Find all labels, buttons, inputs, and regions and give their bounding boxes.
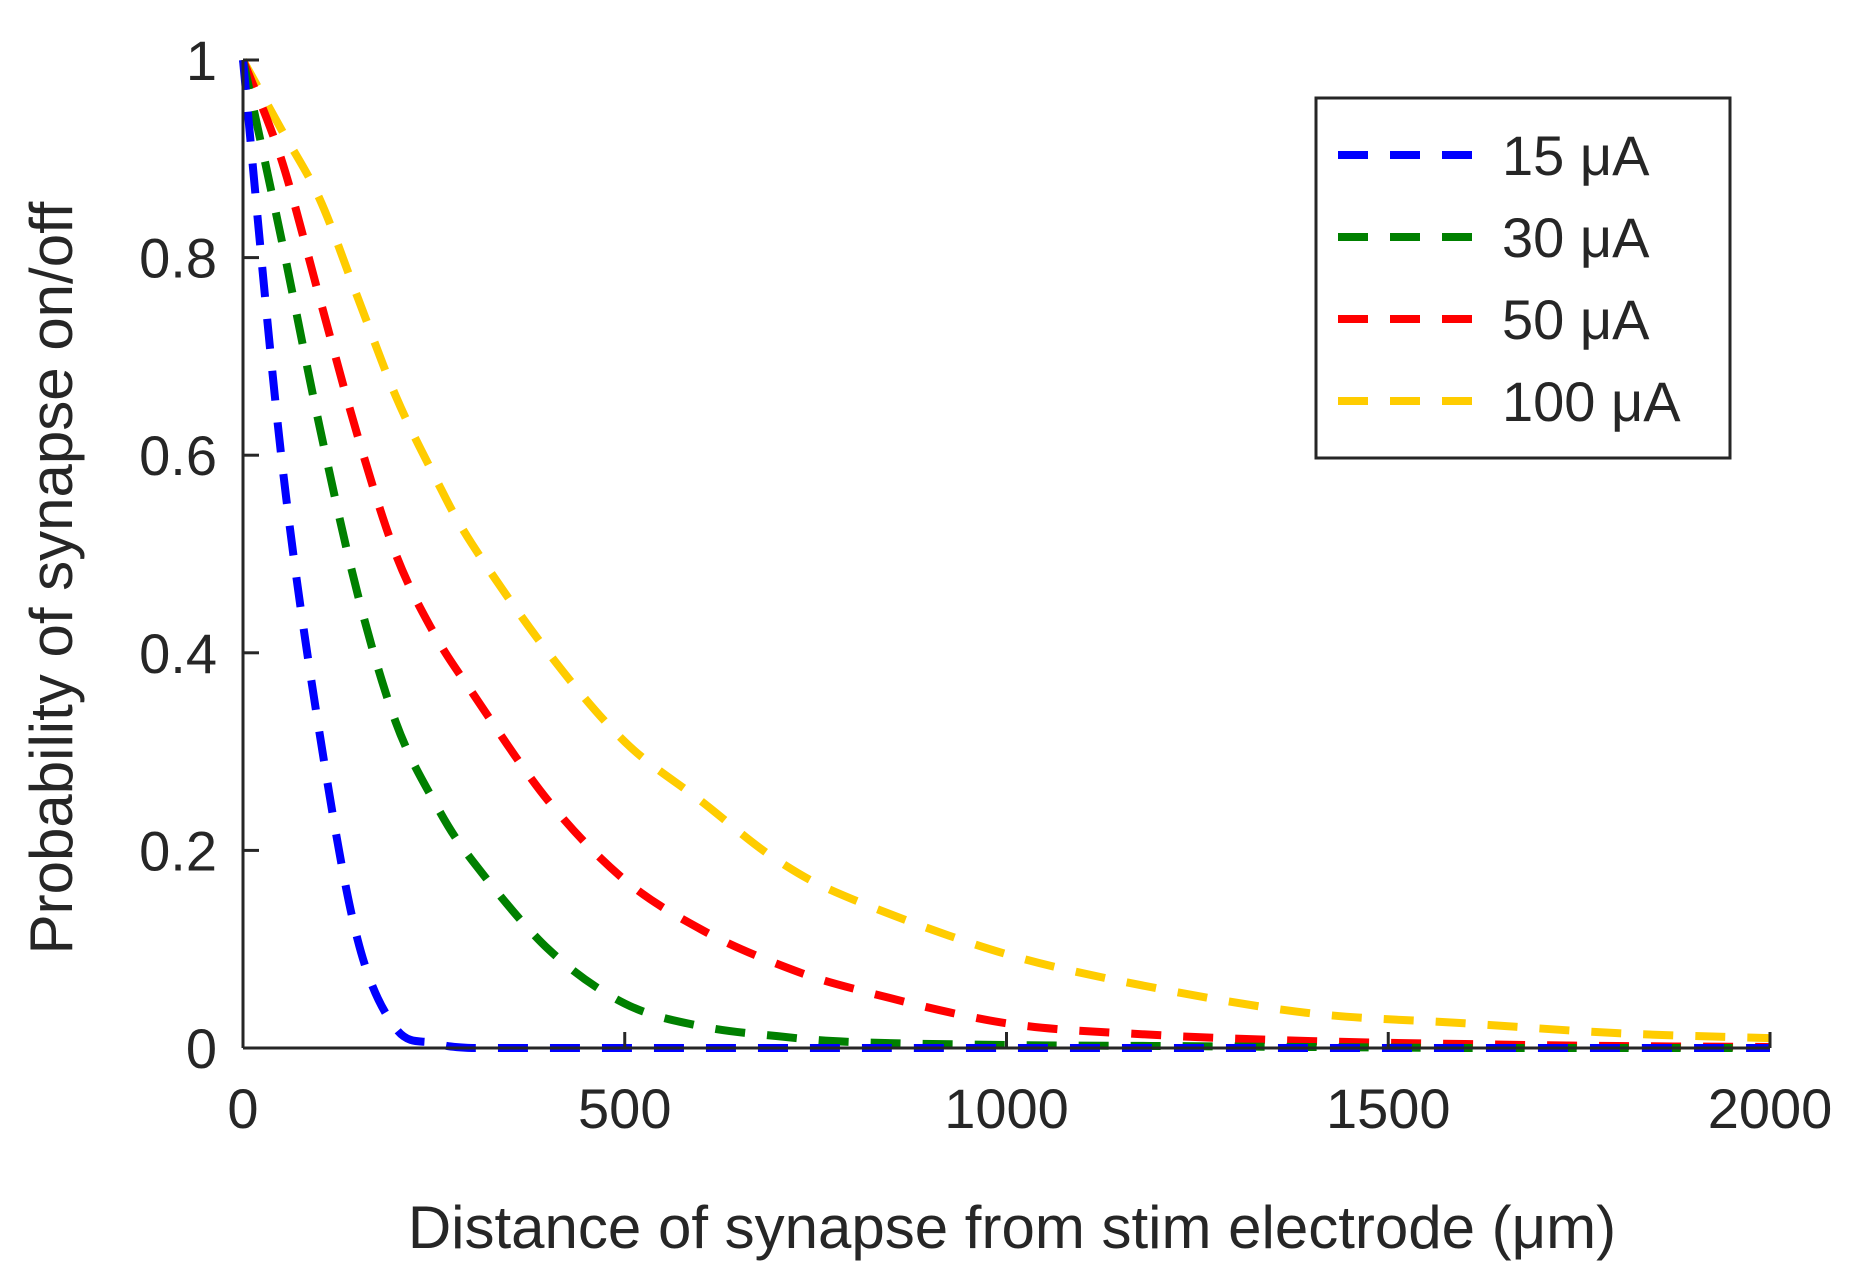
legend-label-30: 30 μA [1502,206,1650,269]
legend-label-50: 50 μA [1502,288,1650,351]
legend-box [1314,96,1732,460]
y-tick-label: 0.2 [139,819,217,882]
x-tick-label: 2000 [1708,1077,1833,1140]
series-line-100 [239,58,1771,1043]
axes: 0 500 1000 1500 2000 0 0.2 0.4 0.6 0.8 1 [139,29,1832,1140]
series-line-30 [239,59,1770,1053]
y-tick-label: 0 [186,1017,217,1080]
legend: 15 μA 30 μA 50 μA 100 μA [1314,96,1732,460]
series-line-50 [239,58,1771,1052]
x-tick-label: 0 [227,1077,258,1140]
x-axis-label: Distance of synapse from stim electrode … [408,1194,1616,1261]
y-tick-label: 0.8 [139,227,217,290]
x-tick-label: 1500 [1326,1077,1451,1140]
y-tick-label: 0.4 [139,622,217,685]
x-tick-label: 500 [578,1077,671,1140]
x-tick-label: 1000 [944,1077,1069,1140]
y-tick-label: 1 [186,29,217,92]
y-axis-label: Probability of synapse on/off [18,201,85,954]
legend-label-100: 100 μA [1502,370,1681,433]
legend-label-15: 15 μA [1502,124,1650,187]
y-tick-label: 0.6 [139,424,217,487]
